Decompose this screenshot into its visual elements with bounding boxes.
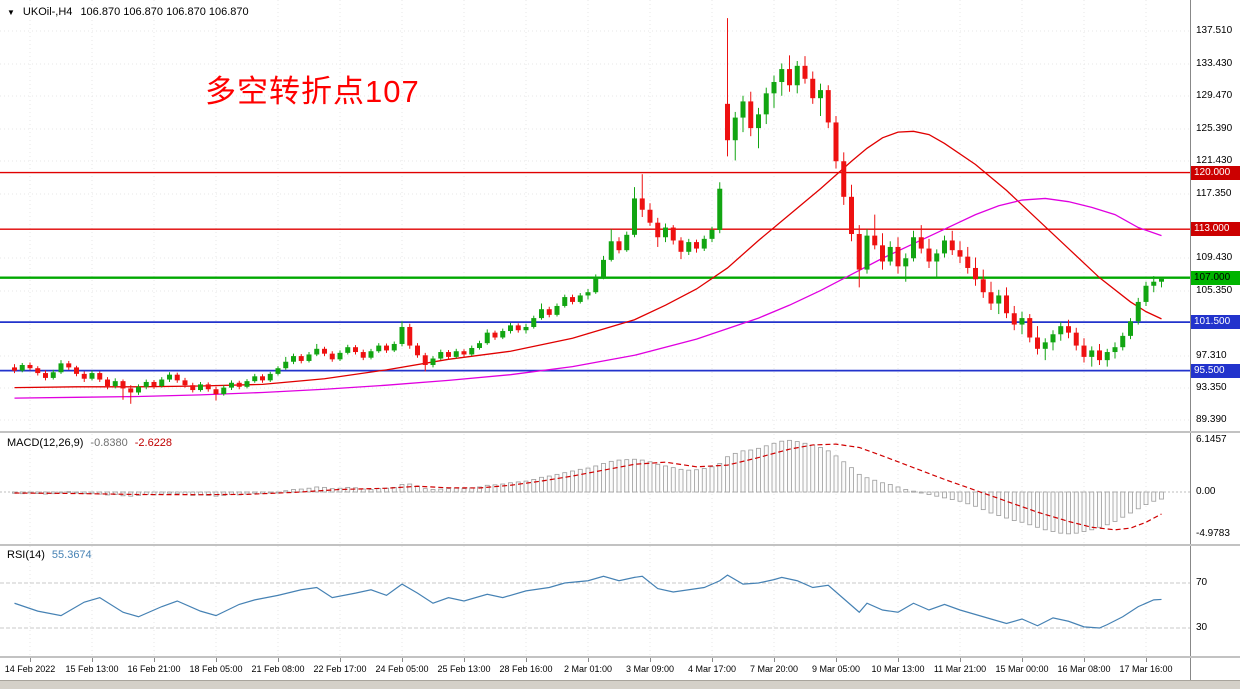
macd-svg — [0, 434, 1190, 544]
time-axis-tick — [526, 658, 527, 662]
time-axis-tick — [92, 658, 93, 662]
time-axis-label: 18 Feb 05:00 — [189, 664, 243, 674]
time-axis-tick — [402, 658, 403, 662]
ohlc-values: 106.870 106.870 106.870 106.870 — [80, 6, 249, 18]
macd-main-value: -0.8380 — [90, 437, 128, 449]
time-axis-label: 16 Feb 21:00 — [127, 664, 181, 674]
time-axis-label: 28 Feb 16:00 — [499, 664, 553, 674]
rsi-line — [14, 574, 1162, 629]
price-axis-label: 89.390 — [1196, 414, 1227, 426]
time-axis-tick — [588, 658, 589, 662]
time-axis-label: 22 Feb 17:00 — [313, 664, 367, 674]
time-axis-tick — [1022, 658, 1023, 662]
main-chart-panel[interactable]: ▼ UKOil-,H4 106.870 106.870 106.870 106.… — [0, 0, 1190, 431]
window-bottom-strip — [0, 680, 1240, 689]
price-axis-label: 121.430 — [1196, 155, 1233, 166]
price-axis-label: 125.390 — [1196, 122, 1233, 134]
time-axis-label: 4 Mar 17:00 — [687, 664, 737, 674]
time-axis-tick — [712, 658, 713, 662]
macd-name: MACD(12,26,9) — [7, 437, 84, 449]
macd-axis-label: -4.9783 — [1196, 527, 1230, 539]
price-line-badge: 107.000 — [1191, 270, 1240, 285]
time-axis-label: 14 Feb 2022 — [4, 664, 56, 674]
time-axis-label: 16 Mar 08:00 — [1057, 664, 1111, 674]
price-line-badge: 101.500 — [1191, 315, 1240, 330]
vertical-grid — [29, 0, 1147, 431]
price-line-badge: 95.500 — [1191, 363, 1240, 378]
time-axis[interactable]: 14 Feb 2022 15 Feb 13:00 16 Feb 21:00 18 Fe… — [0, 658, 1190, 680]
time-axis-tick — [154, 658, 155, 662]
time-axis-label: 15 Feb 13:00 — [65, 664, 119, 674]
price-axis-label: 109.430 — [1196, 252, 1233, 264]
time-axis-tick — [774, 658, 775, 662]
price-axis-label: 133.430 — [1196, 57, 1233, 69]
time-axis-label: 21 Feb 08:00 — [251, 664, 305, 674]
time-axis-tick — [1084, 658, 1085, 662]
rsi-label: RSI(14) 55.3674 — [7, 549, 92, 561]
time-axis-label: 7 Mar 20:00 — [749, 664, 799, 674]
rsi-level-lines — [0, 582, 1190, 629]
macd-axis-label: 6.1457 — [1196, 434, 1227, 446]
time-axis-label: 17 Mar 16:00 — [1119, 664, 1173, 674]
vertical-grid — [29, 546, 1147, 656]
price-axis[interactable]: 137.510 133.430 129.470 125.390 121.430 117.3… — [1190, 0, 1240, 680]
price-axis-label: 97.310 — [1196, 350, 1227, 361]
panel-separator[interactable] — [0, 656, 1240, 658]
macd-label: MACD(12,26,9) -0.8380 -2.6228 — [7, 437, 172, 449]
time-axis-tick — [340, 658, 341, 662]
time-axis-label: 3 Mar 09:00 — [625, 664, 675, 674]
time-axis-tick — [464, 658, 465, 662]
rsi-svg — [0, 546, 1190, 656]
panel-separator[interactable] — [0, 431, 1240, 433]
macd-axis-label: 0.00 — [1196, 486, 1216, 497]
time-axis-label: 25 Feb 13:00 — [437, 664, 491, 674]
time-axis-label: 15 Mar 00:00 — [995, 664, 1049, 674]
price-line-badge: 113.000 — [1191, 222, 1240, 237]
time-axis-label: 9 Mar 05:00 — [811, 664, 861, 674]
horizontal-grid — [0, 30, 1190, 421]
price-line-badge: 120.000 — [1191, 165, 1240, 180]
macd-histogram — [12, 439, 1164, 535]
time-axis-tick — [30, 658, 31, 662]
symbol-marker-icon: ▼ — [7, 7, 15, 17]
moving-averages — [14, 130, 1162, 399]
panel-separator[interactable] — [0, 544, 1240, 546]
price-axis-label: 137.510 — [1196, 25, 1233, 36]
time-axis-tick — [216, 658, 217, 662]
rsi-axis-label: 30 — [1196, 622, 1208, 633]
price-axis-label: 93.350 — [1196, 382, 1227, 394]
time-axis-tick — [960, 658, 961, 662]
macd-signal-line — [14, 443, 1162, 531]
chart-title: ▼ UKOil-,H4 106.870 106.870 106.870 106.… — [7, 6, 249, 18]
time-axis-tick — [898, 658, 899, 662]
rsi-axis-label: 70 — [1196, 577, 1208, 588]
rsi-value: 55.3674 — [51, 549, 92, 561]
time-axis-label: 10 Mar 13:00 — [871, 664, 925, 674]
rsi-panel[interactable]: RSI(14) 55.3674 — [0, 546, 1190, 656]
price-axis-label: 129.470 — [1196, 90, 1233, 101]
symbol-timeframe-label: UKOil-,H4 — [22, 6, 73, 18]
candles-layer — [12, 18, 1164, 404]
time-axis-tick — [836, 658, 837, 662]
macd-panel[interactable]: MACD(12,26,9) -0.8380 -2.6228 — [0, 434, 1190, 544]
annotation-text[interactable]: 多空转折点107 — [205, 74, 420, 109]
macd-signal-value: -2.6228 — [134, 437, 173, 449]
main-chart-svg — [0, 0, 1190, 431]
rsi-name: RSI(14) — [7, 549, 45, 561]
time-axis-tick — [278, 658, 279, 662]
time-axis-tick — [650, 658, 651, 662]
price-axis-label: 117.350 — [1196, 187, 1232, 199]
time-axis-label: 24 Feb 05:00 — [375, 664, 429, 674]
time-axis-label: 11 Mar 21:00 — [933, 664, 987, 674]
time-axis-label: 2 Mar 01:00 — [563, 664, 613, 674]
price-axis-label: 105.350 — [1196, 285, 1233, 296]
time-axis-tick — [1146, 658, 1147, 662]
